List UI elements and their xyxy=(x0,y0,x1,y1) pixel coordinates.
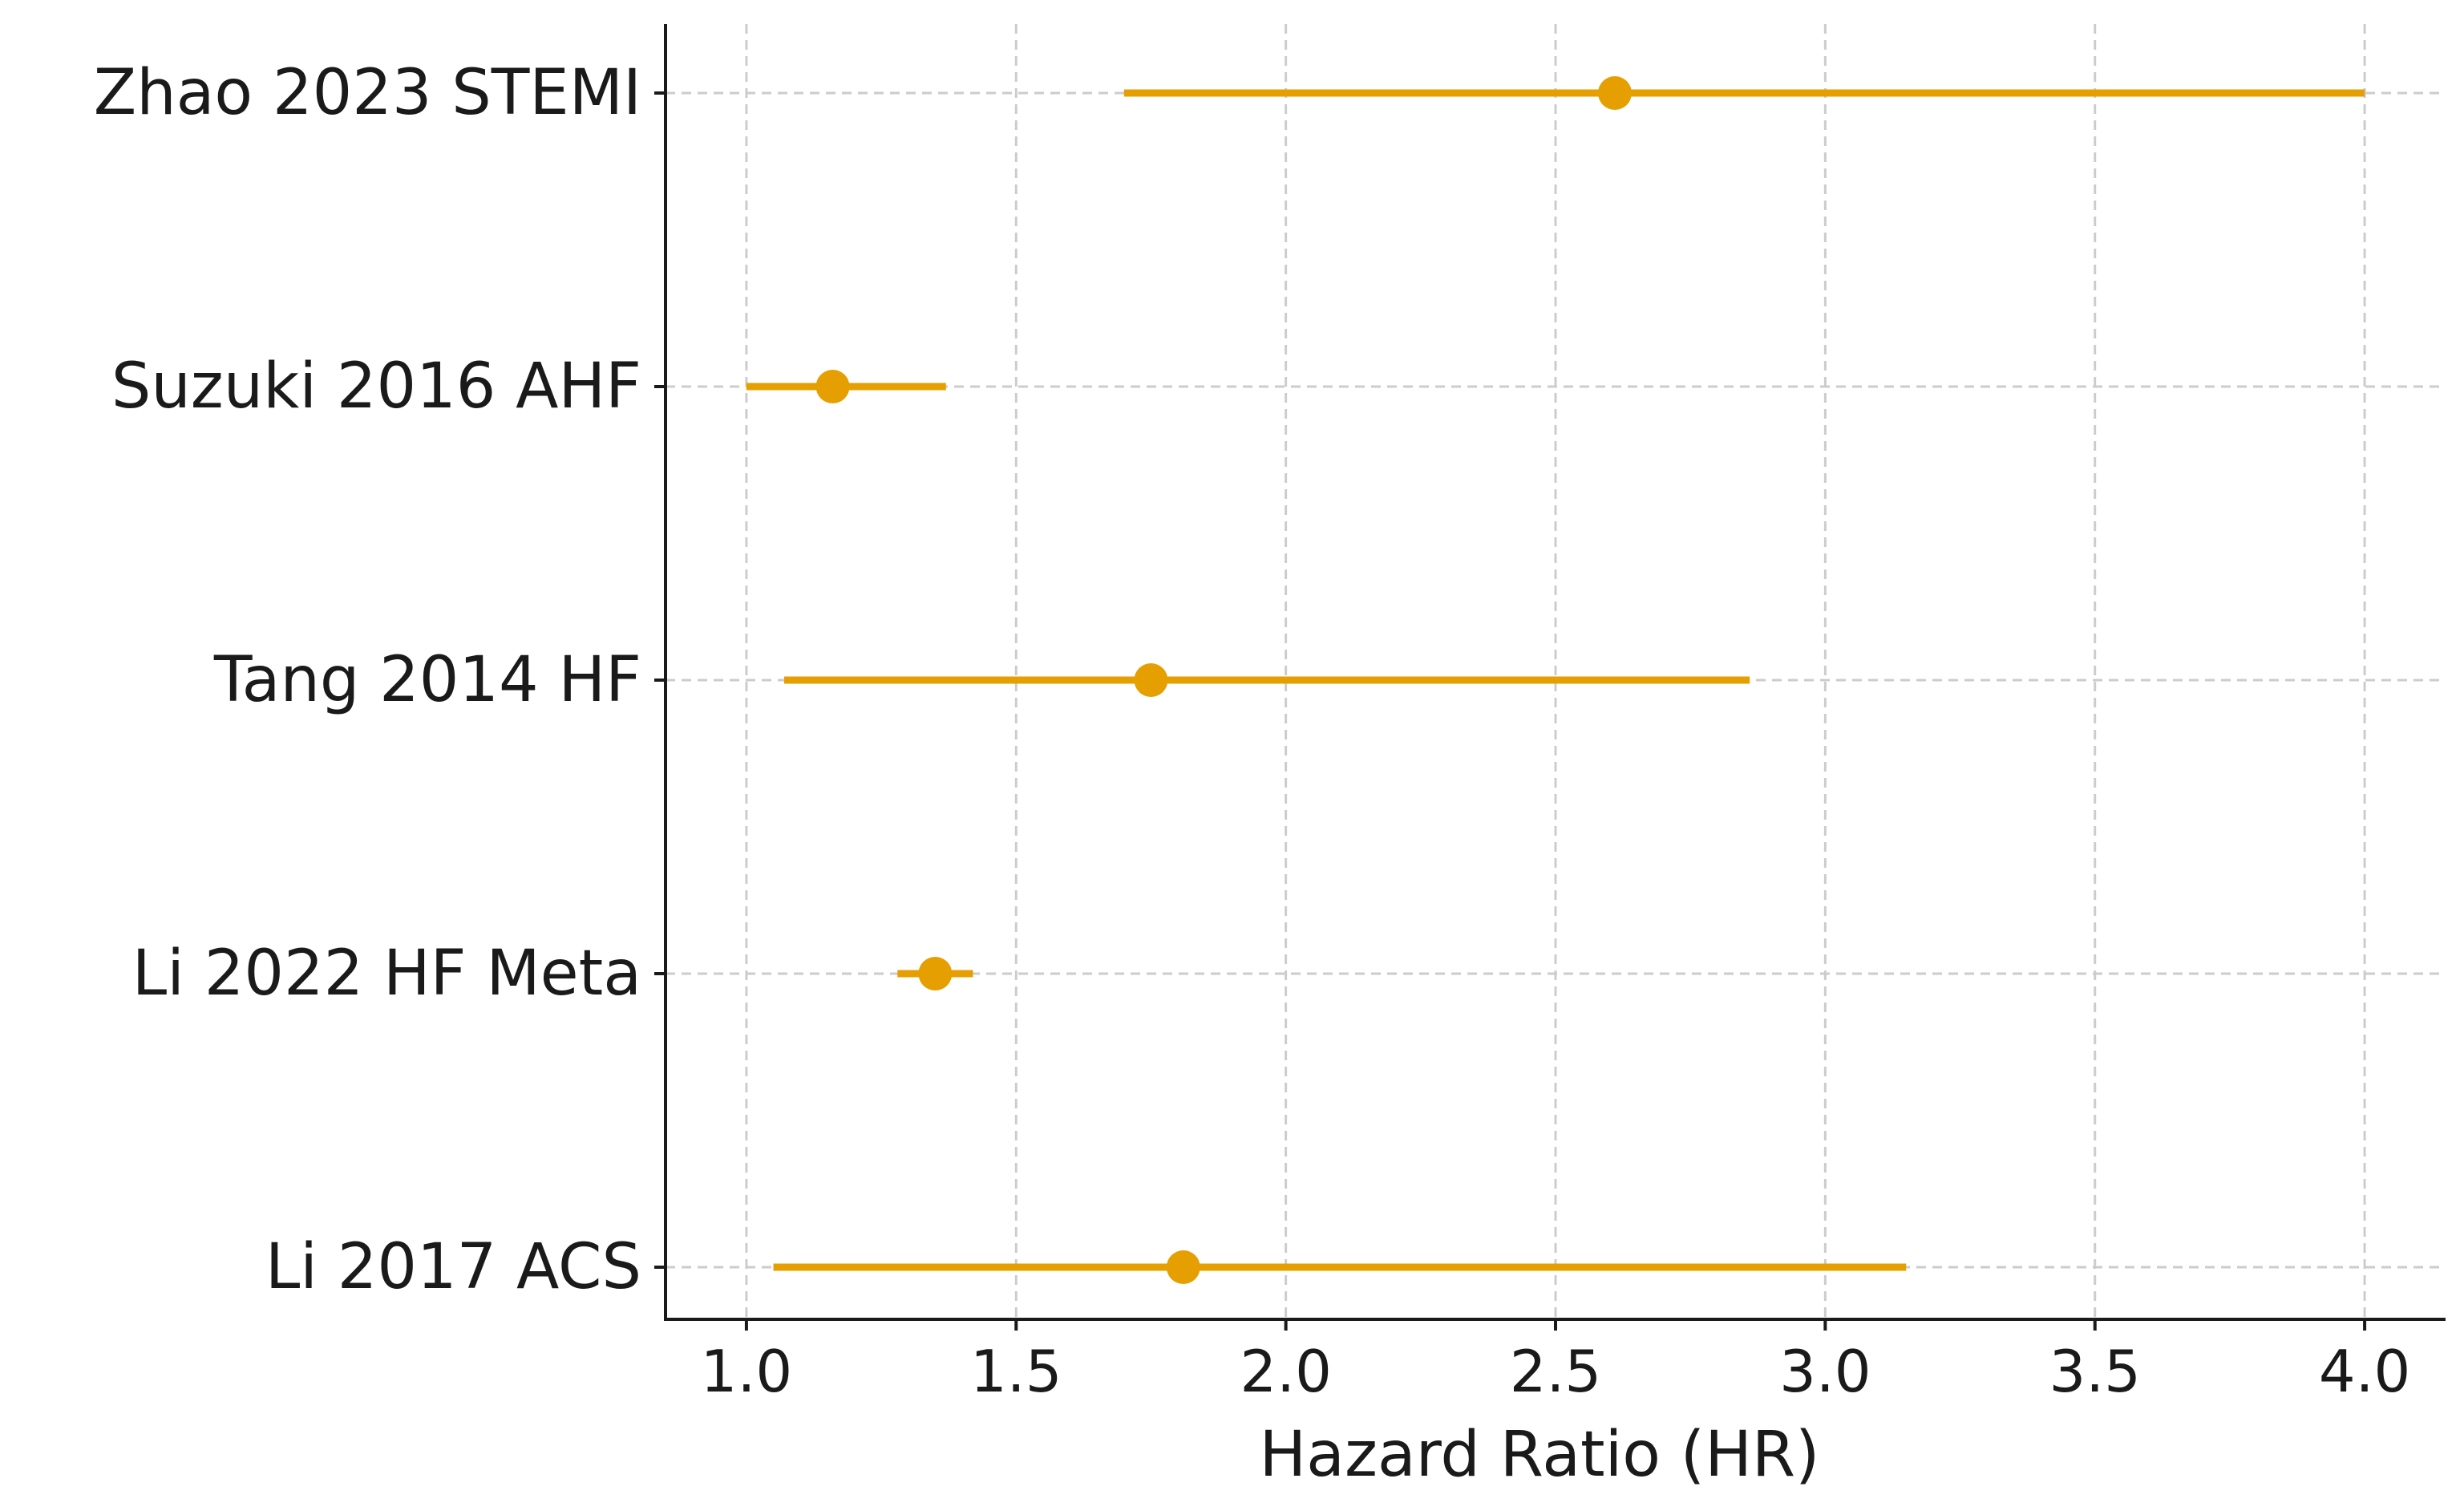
hr-point xyxy=(1166,1250,1200,1284)
x-tick-label: 3.5 xyxy=(2049,1338,2141,1405)
hr-point xyxy=(815,370,850,403)
study-label: Suzuki 2016 AHF xyxy=(111,350,641,423)
x-tick-label: 1.5 xyxy=(970,1338,1062,1405)
x-tick-label: 4.0 xyxy=(2319,1338,2411,1405)
x-tick-label: 1.0 xyxy=(701,1338,793,1405)
labels-layer: 1.0 1.5 2.0 2.5 3.0 3.5 4.0 Zhao 2023 STEMI Suzu… xyxy=(94,57,2411,1491)
study-label: Zhao 2023 STEMI xyxy=(94,57,641,129)
x-tick-label: 2.5 xyxy=(1510,1338,1602,1405)
x-tick-label: 2.0 xyxy=(1240,1338,1332,1405)
x-axis-title: Hazard Ratio (HR) xyxy=(1260,1419,1820,1491)
hr-point xyxy=(1598,76,1632,110)
hr-point xyxy=(1134,663,1168,697)
grid-layer xyxy=(666,24,2446,1319)
series-layer xyxy=(746,76,2365,1284)
x-tick-label: 3.0 xyxy=(1779,1338,1871,1405)
study-label: Tang 2014 HF xyxy=(213,644,641,716)
study-label: Li 2022 HF Meta xyxy=(132,938,641,1010)
axes-layer xyxy=(654,24,2446,1331)
hr-point xyxy=(918,957,953,990)
study-label: Li 2017 ACS xyxy=(265,1231,641,1303)
